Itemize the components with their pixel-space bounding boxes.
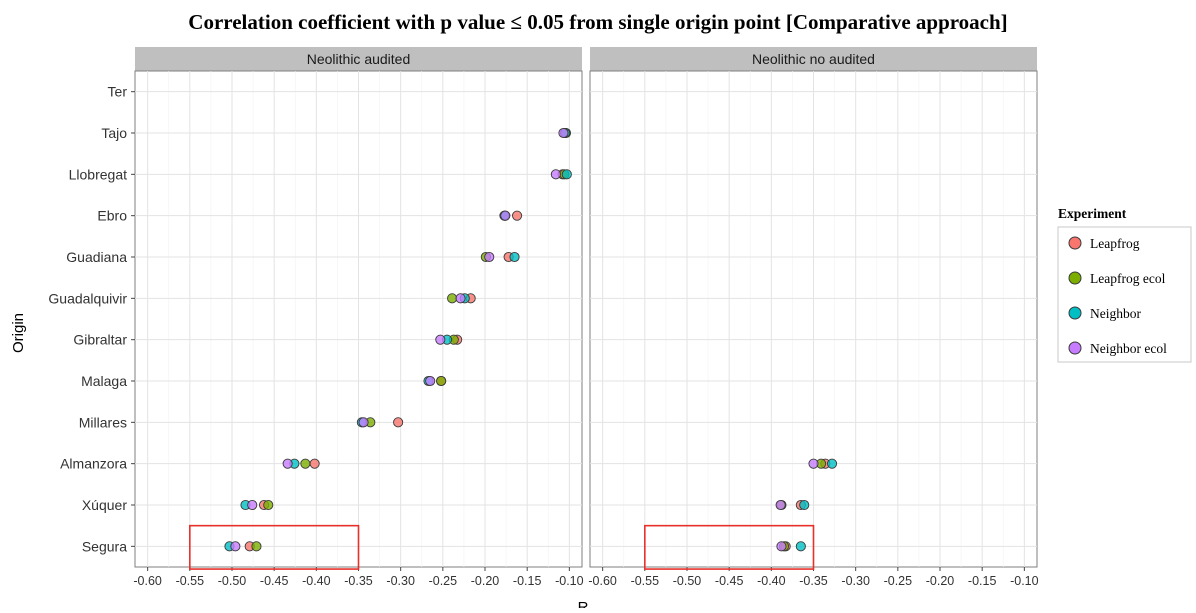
data-point (827, 458, 838, 469)
y-tick-label: Gibraltar (73, 332, 127, 348)
panels-layer: Neolithic audited -0.60 -0.55 -0.50 -0.45 -0.… (133, 47, 1039, 588)
data-point (509, 251, 520, 263)
legend-title: Experiment (1058, 206, 1127, 221)
y-tick-label: Llobregat (69, 166, 127, 182)
data-point (561, 169, 572, 180)
y-tick-label: Tajo (101, 125, 127, 141)
x-tick-label: -0.60 (133, 574, 162, 588)
data-point (435, 334, 446, 345)
y-tick-label: Xúquer (82, 497, 127, 513)
data-point (500, 210, 511, 221)
legend-marker (1068, 341, 1082, 355)
facet-strip-label: Neolithic audited (307, 51, 411, 67)
data-point (300, 458, 311, 469)
x-tick-label: -0.35 (799, 574, 828, 588)
x-tick-label: -0.15 (513, 574, 542, 588)
y-tick-label: Ebro (97, 208, 127, 224)
data-point (251, 541, 262, 552)
data-point (799, 499, 810, 511)
x-tick-label: -0.15 (968, 574, 997, 588)
y-tick-label: Almanzora (60, 456, 127, 472)
y-axis-label: Origin (10, 313, 27, 353)
data-point (776, 541, 787, 552)
y-axis: Ter Tajo Llobregat Ebro Guadiana Guadalquivir… (48, 84, 135, 554)
data-point (393, 417, 404, 428)
data-point (447, 293, 458, 304)
legend-label: Leapfrog ecol (1090, 271, 1166, 286)
chart-title: Correlation coefficient with p value ≤ 0… (188, 10, 1007, 34)
y-tick-label: Guadiana (66, 249, 127, 265)
x-tick-label: -0.10 (1010, 574, 1039, 588)
legend-label: Leapfrog (1090, 236, 1140, 251)
x-tick-label: -0.20 (471, 574, 500, 588)
data-point (230, 541, 241, 552)
y-tick-label: Malaga (81, 373, 127, 389)
x-tick-label: -0.55 (631, 574, 660, 588)
highlight-box (644, 524, 815, 570)
highlight-box (189, 524, 360, 570)
y-tick-label: Ter (108, 84, 128, 100)
x-tick-label: -0.60 (588, 574, 617, 588)
data-point (484, 251, 495, 263)
legend-label: Neighbor (1090, 306, 1141, 321)
facet-panel: Neolithic audited -0.60 -0.55 -0.50 -0.45 -0.… (133, 47, 584, 588)
facet-strip (590, 47, 1037, 71)
facet-panel: Neolithic no audited -0.60 -0.55 -0.50 -0.45… (588, 47, 1039, 588)
legend-label: Neighbor ecol (1090, 341, 1167, 356)
x-tick-label: -0.55 (176, 574, 205, 588)
data-point (309, 458, 320, 469)
x-tick-label: -0.40 (757, 574, 786, 588)
legend-marker (1068, 306, 1082, 320)
legend-marker (1068, 271, 1082, 285)
x-tick-label: -0.20 (926, 574, 955, 588)
data-point (436, 375, 447, 387)
data-point (775, 499, 786, 511)
data-point (455, 293, 466, 304)
x-tick-label: -0.50 (218, 574, 247, 588)
data-point (550, 169, 561, 180)
x-tick-label: -0.25 (884, 574, 913, 588)
x-tick-label: -0.50 (673, 574, 702, 588)
x-tick-label: -0.35 (344, 574, 373, 588)
x-tick-label: -0.45 (260, 574, 289, 588)
x-tick-label: -0.40 (302, 574, 331, 588)
x-tick-label: -0.45 (715, 574, 744, 588)
y-tick-label: Guadalquivir (48, 290, 127, 306)
data-point (247, 499, 258, 511)
x-tick-label: -0.30 (386, 574, 415, 588)
data-point (795, 541, 806, 552)
x-tick-label: -0.10 (555, 574, 584, 588)
data-point (808, 458, 819, 469)
facet-strip-label: Neolithic no audited (752, 51, 875, 67)
data-point (512, 210, 523, 221)
data-point (425, 375, 436, 387)
data-point (358, 417, 369, 428)
facet-strip (135, 47, 582, 71)
data-point (263, 499, 274, 511)
x-axis-label: R (578, 599, 589, 608)
legend: Experiment Leapfrog Leapfrog ecol Neighbor N… (1057, 206, 1192, 363)
y-tick-label: Segura (82, 538, 127, 554)
x-tick-label: -0.30 (841, 574, 870, 588)
legend-marker (1068, 236, 1082, 250)
legend-box (1057, 226, 1192, 363)
data-point (282, 458, 293, 469)
data-point (558, 127, 569, 139)
y-tick-label: Millares (79, 414, 127, 430)
x-tick-label: -0.25 (429, 574, 458, 588)
